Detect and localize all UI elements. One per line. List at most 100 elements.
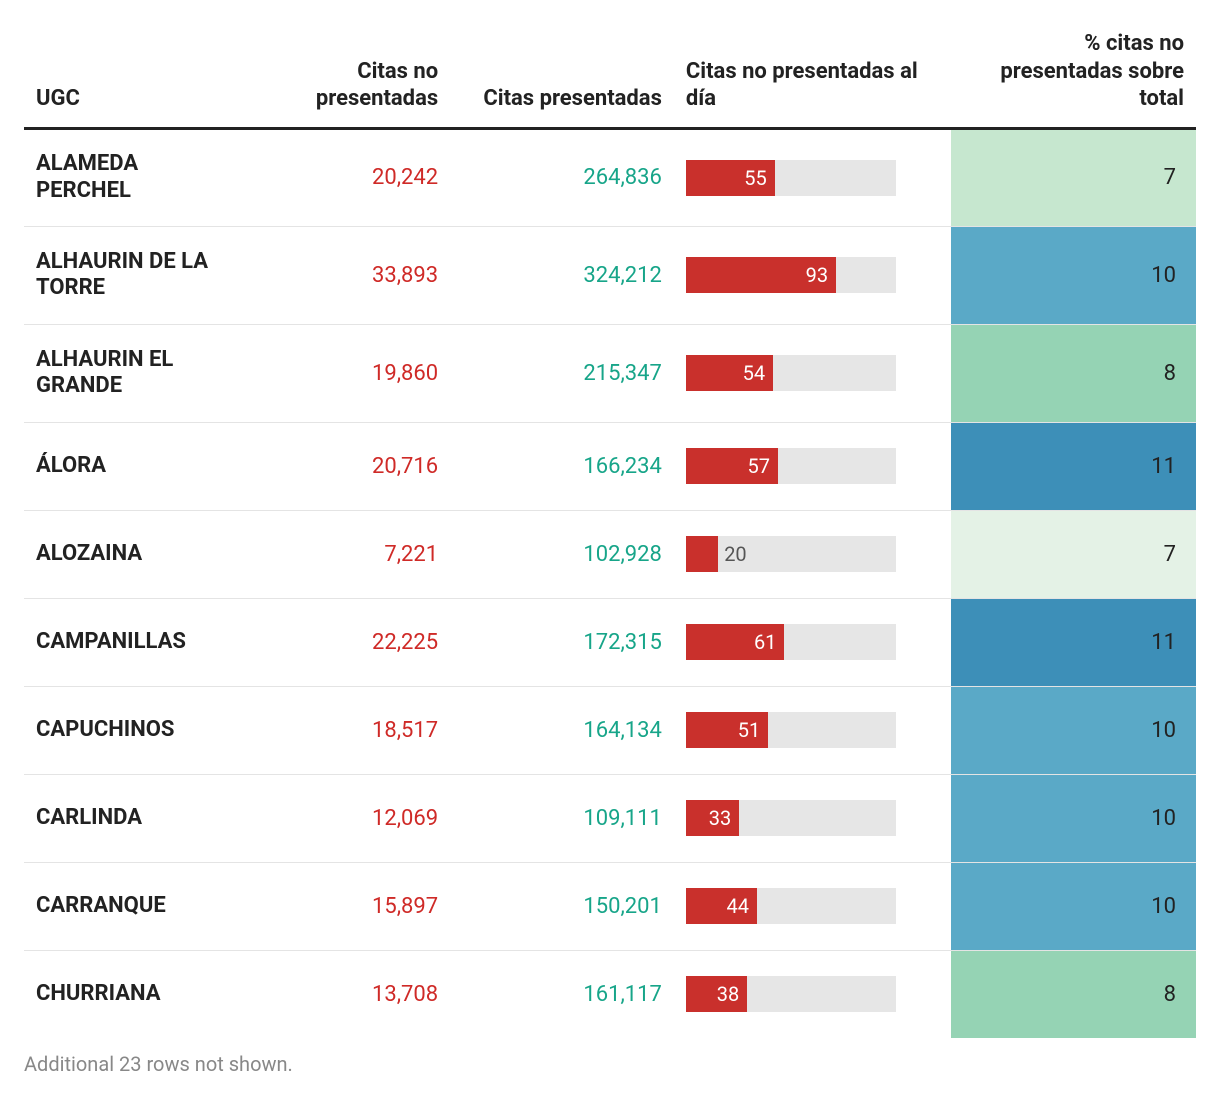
table-row: CAPUCHINOS18,517164,134 51 10 xyxy=(24,686,1196,774)
col-header-no_pres: Citas no presentadas xyxy=(237,20,450,128)
pct-no-presentadas: 10 xyxy=(951,226,1196,324)
bar-value-label: 51 xyxy=(738,718,760,742)
citas-no-presentadas: 18,517 xyxy=(237,686,450,774)
table-row: CAMPANILLAS22,225172,315 61 11 xyxy=(24,598,1196,686)
citas-presentadas: 172,315 xyxy=(450,598,674,686)
bar-fill: 57 xyxy=(686,448,778,484)
ugc-name: ALHAURIN DE LA TORRE xyxy=(24,226,237,324)
per-day-bar-cell: 54 xyxy=(674,324,951,422)
bar-fill: 93 xyxy=(686,257,836,293)
per-day-bar-cell: 44 xyxy=(674,862,951,950)
bar-fill: 51 xyxy=(686,712,768,748)
pct-no-presentadas: 10 xyxy=(951,686,1196,774)
citas-presentadas: 150,201 xyxy=(450,862,674,950)
bar-track: 20 xyxy=(686,536,896,572)
citas-presentadas: 215,347 xyxy=(450,324,674,422)
bar-value-label: 55 xyxy=(744,166,766,190)
ugc-name: ÁLORA xyxy=(24,422,237,510)
citas-presentadas: 109,111 xyxy=(450,774,674,862)
bar-value-label: 20 xyxy=(718,536,746,572)
bar-fill: 61 xyxy=(686,624,785,660)
ugc-name: ALHAURIN EL GRANDE xyxy=(24,324,237,422)
bar-track: 57 xyxy=(686,448,896,484)
bar-value-label: 33 xyxy=(709,806,731,830)
per-day-bar-cell: 93 xyxy=(674,226,951,324)
col-header-pres: Citas presentadas xyxy=(450,20,674,128)
bar-fill: 44 xyxy=(686,888,757,924)
col-header-pct: % citas no presentadas sobre total xyxy=(951,20,1196,128)
table-row: CARLINDA12,069109,111 33 10 xyxy=(24,774,1196,862)
bar-fill xyxy=(686,536,718,572)
table-row: CHURRIANA13,708161,117 38 8 xyxy=(24,950,1196,1038)
citas-presentadas: 102,928 xyxy=(450,510,674,598)
bar-track: 38 xyxy=(686,976,896,1012)
citas-no-presentadas: 20,242 xyxy=(237,128,450,226)
per-day-bar-cell: 20 xyxy=(674,510,951,598)
per-day-bar-cell: 33 xyxy=(674,774,951,862)
citas-no-presentadas: 20,716 xyxy=(237,422,450,510)
per-day-bar-cell: 57 xyxy=(674,422,951,510)
per-day-bar-cell: 61 xyxy=(674,598,951,686)
bar-track: 54 xyxy=(686,355,896,391)
ugc-name: ALOZAINA xyxy=(24,510,237,598)
per-day-bar-cell: 51 xyxy=(674,686,951,774)
table-container: UGCCitas no presentadasCitas presentadas… xyxy=(0,0,1220,1100)
citas-no-presentadas: 19,860 xyxy=(237,324,450,422)
pct-no-presentadas: 11 xyxy=(951,422,1196,510)
citas-no-presentadas: 22,225 xyxy=(237,598,450,686)
table-row: CARRANQUE15,897150,201 44 10 xyxy=(24,862,1196,950)
col-header-per_day: Citas no presentadas al día xyxy=(674,20,951,128)
pct-no-presentadas: 10 xyxy=(951,862,1196,950)
bar-track: 33 xyxy=(686,800,896,836)
bar-track: 55 xyxy=(686,160,896,196)
pct-no-presentadas: 8 xyxy=(951,324,1196,422)
citas-presentadas: 324,212 xyxy=(450,226,674,324)
ugc-name: CARLINDA xyxy=(24,774,237,862)
citas-no-presentadas: 15,897 xyxy=(237,862,450,950)
table-header-row: UGCCitas no presentadasCitas presentadas… xyxy=(24,20,1196,128)
table-row: ALAMEDA PERCHEL20,242264,836 55 7 xyxy=(24,128,1196,226)
bar-value-label: 54 xyxy=(743,361,765,385)
citas-presentadas: 264,836 xyxy=(450,128,674,226)
bar-track: 51 xyxy=(686,712,896,748)
citas-presentadas: 164,134 xyxy=(450,686,674,774)
citas-presentadas: 166,234 xyxy=(450,422,674,510)
pct-no-presentadas: 10 xyxy=(951,774,1196,862)
citas-no-presentadas: 7,221 xyxy=(237,510,450,598)
per-day-bar-cell: 55 xyxy=(674,128,951,226)
bar-track: 61 xyxy=(686,624,896,660)
bar-fill: 54 xyxy=(686,355,773,391)
ugc-name: CARRANQUE xyxy=(24,862,237,950)
bar-fill: 33 xyxy=(686,800,739,836)
col-header-ugc: UGC xyxy=(24,20,237,128)
pct-no-presentadas: 7 xyxy=(951,510,1196,598)
citas-no-presentadas: 13,708 xyxy=(237,950,450,1038)
citas-no-presentadas: 12,069 xyxy=(237,774,450,862)
bar-fill: 38 xyxy=(686,976,747,1012)
ugc-name: ALAMEDA PERCHEL xyxy=(24,128,237,226)
bar-track: 93 xyxy=(686,257,896,293)
table-row: ALHAURIN DE LA TORRE33,893324,212 93 10 xyxy=(24,226,1196,324)
bar-value-label: 57 xyxy=(747,454,769,478)
bar-value-label: 38 xyxy=(717,982,739,1006)
citas-no-presentadas: 33,893 xyxy=(237,226,450,324)
ugc-name: CAPUCHINOS xyxy=(24,686,237,774)
bar-value-label: 61 xyxy=(754,630,776,654)
footer-note: Additional 23 rows not shown. xyxy=(24,1038,1196,1076)
ugc-name: CHURRIANA xyxy=(24,950,237,1038)
data-table: UGCCitas no presentadasCitas presentadas… xyxy=(24,20,1196,1038)
table-row: ALOZAINA7,221102,928 20 7 xyxy=(24,510,1196,598)
ugc-name: CAMPANILLAS xyxy=(24,598,237,686)
pct-no-presentadas: 8 xyxy=(951,950,1196,1038)
table-body: ALAMEDA PERCHEL20,242264,836557ALHAURIN … xyxy=(24,128,1196,1038)
per-day-bar-cell: 38 xyxy=(674,950,951,1038)
bar-fill: 55 xyxy=(686,160,775,196)
citas-presentadas: 161,117 xyxy=(450,950,674,1038)
bar-value-label: 93 xyxy=(806,263,828,287)
pct-no-presentadas: 7 xyxy=(951,128,1196,226)
bar-value-label: 44 xyxy=(726,894,748,918)
bar-track: 44 xyxy=(686,888,896,924)
table-row: ÁLORA20,716166,234 57 11 xyxy=(24,422,1196,510)
pct-no-presentadas: 11 xyxy=(951,598,1196,686)
table-row: ALHAURIN EL GRANDE19,860215,347 54 8 xyxy=(24,324,1196,422)
